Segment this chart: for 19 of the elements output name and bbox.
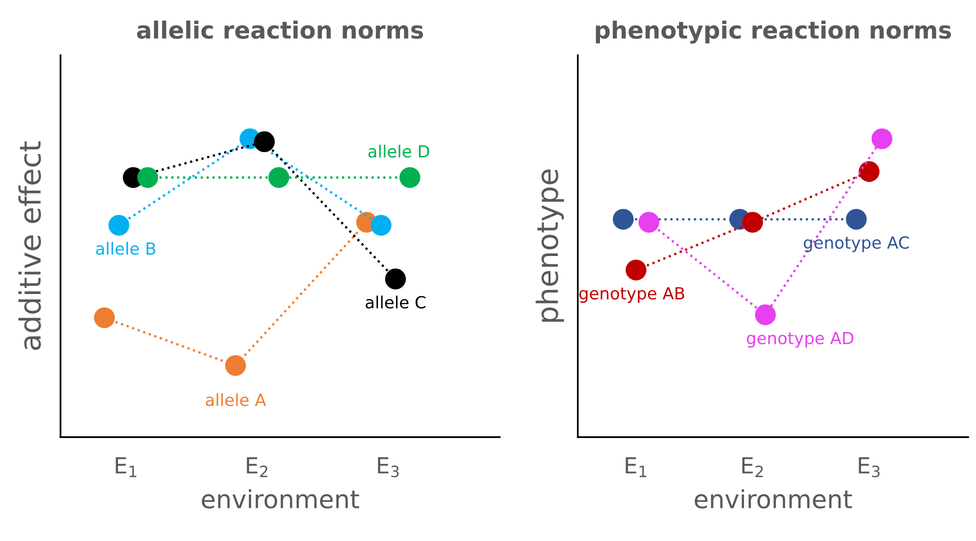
x-tick-label: E$_{3}$	[378, 457, 399, 478]
series-label: allele A	[206, 393, 266, 406]
x-axis-title: environment	[694, 489, 852, 509]
x-tick-label: E$_{3}$	[858, 457, 880, 478]
y-axis-title: additive effect	[18, 141, 41, 350]
y-axis-title: phenotype	[536, 169, 564, 322]
x-tick-label: E$_{2}$	[742, 457, 763, 478]
series-label: allele B	[96, 242, 156, 255]
chart-title: phenotypic reaction norms	[596, 20, 951, 44]
series-label: genotype AD	[746, 332, 854, 348]
x-tick-label: E$_{1}$	[626, 457, 646, 478]
x-axis-title: environment	[202, 489, 360, 509]
series-label: genotype AB	[579, 287, 684, 303]
x-tick-label: E$_{2}$	[246, 457, 268, 478]
x-tick-label: E$_{1}$	[116, 457, 136, 478]
series-label: allele D	[368, 144, 430, 158]
series-label: genotype AC	[804, 236, 909, 252]
series-label: allele C	[366, 296, 426, 309]
chart-title: allelic reaction norms	[137, 20, 424, 39]
